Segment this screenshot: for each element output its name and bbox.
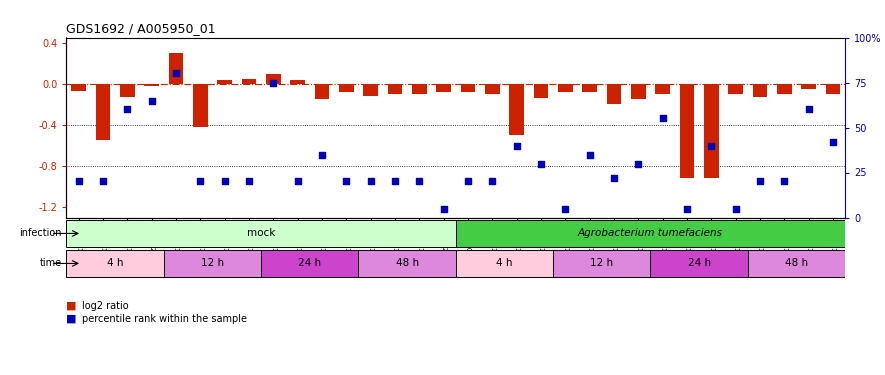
Bar: [119, 84, 135, 97]
Bar: [650, 250, 748, 277]
Bar: [144, 84, 159, 86]
Bar: [66, 220, 456, 247]
Text: time: time: [40, 258, 62, 268]
Bar: [164, 250, 261, 277]
Bar: [680, 84, 695, 178]
Text: 24 h: 24 h: [298, 258, 321, 268]
Bar: [485, 84, 499, 94]
Point: [290, 178, 304, 184]
Point: [680, 206, 694, 212]
Point: [436, 206, 450, 212]
Bar: [728, 84, 743, 94]
Text: ■: ■: [66, 314, 81, 324]
Point: [72, 178, 86, 184]
Bar: [193, 84, 207, 127]
Point: [510, 142, 524, 148]
Bar: [72, 84, 86, 91]
Text: log2 ratio: log2 ratio: [82, 301, 129, 310]
Point: [826, 139, 840, 145]
Bar: [436, 84, 450, 92]
Text: ■: ■: [66, 301, 81, 310]
Point: [534, 160, 548, 166]
Bar: [534, 84, 549, 98]
Bar: [631, 84, 646, 99]
Bar: [826, 84, 841, 94]
Bar: [456, 220, 845, 247]
Point: [364, 178, 378, 184]
Bar: [290, 80, 304, 84]
Point: [607, 175, 621, 181]
Point: [388, 178, 402, 184]
Point: [315, 152, 329, 157]
Point: [656, 116, 670, 122]
Text: 48 h: 48 h: [785, 258, 808, 268]
Bar: [168, 53, 183, 84]
Text: 4 h: 4 h: [107, 258, 123, 268]
Point: [631, 160, 645, 166]
Bar: [752, 84, 767, 97]
Bar: [802, 84, 816, 89]
Point: [777, 178, 791, 184]
Text: 12 h: 12 h: [590, 258, 613, 268]
Point: [728, 206, 743, 212]
Bar: [358, 250, 456, 277]
Point: [339, 178, 353, 184]
Bar: [388, 84, 402, 94]
Text: mock: mock: [247, 228, 275, 238]
Bar: [460, 84, 475, 92]
Point: [802, 106, 816, 112]
Bar: [655, 84, 670, 94]
Text: 24 h: 24 h: [688, 258, 711, 268]
Bar: [266, 74, 281, 84]
Text: percentile rank within the sample: percentile rank within the sample: [82, 314, 247, 324]
Text: infection: infection: [19, 228, 62, 238]
Bar: [558, 84, 573, 92]
Bar: [315, 84, 329, 99]
Point: [485, 178, 499, 184]
Point: [412, 178, 427, 184]
Bar: [96, 84, 110, 140]
Bar: [748, 250, 845, 277]
Text: GDS1692 / A005950_01: GDS1692 / A005950_01: [66, 22, 216, 35]
Bar: [777, 84, 792, 94]
Point: [120, 106, 135, 112]
Point: [582, 152, 596, 157]
Bar: [66, 250, 164, 277]
Point: [753, 178, 767, 184]
Bar: [412, 84, 427, 94]
Point: [169, 70, 183, 76]
Bar: [553, 250, 650, 277]
Bar: [218, 80, 232, 84]
Bar: [363, 84, 378, 96]
Point: [461, 178, 475, 184]
Text: 12 h: 12 h: [201, 258, 224, 268]
Text: Agrobacterium tumefaciens: Agrobacterium tumefaciens: [578, 228, 723, 238]
Point: [193, 178, 207, 184]
Text: 4 h: 4 h: [496, 258, 512, 268]
Point: [242, 178, 256, 184]
Bar: [261, 250, 358, 277]
Point: [144, 98, 158, 104]
Bar: [582, 84, 596, 92]
Point: [704, 142, 719, 148]
Bar: [339, 84, 353, 92]
Point: [266, 80, 281, 86]
Bar: [607, 84, 621, 104]
Text: 48 h: 48 h: [396, 258, 419, 268]
Bar: [704, 84, 719, 178]
Bar: [456, 250, 553, 277]
Point: [96, 178, 110, 184]
Point: [558, 206, 573, 212]
Bar: [509, 84, 524, 135]
Bar: [242, 79, 257, 84]
Point: [218, 178, 232, 184]
